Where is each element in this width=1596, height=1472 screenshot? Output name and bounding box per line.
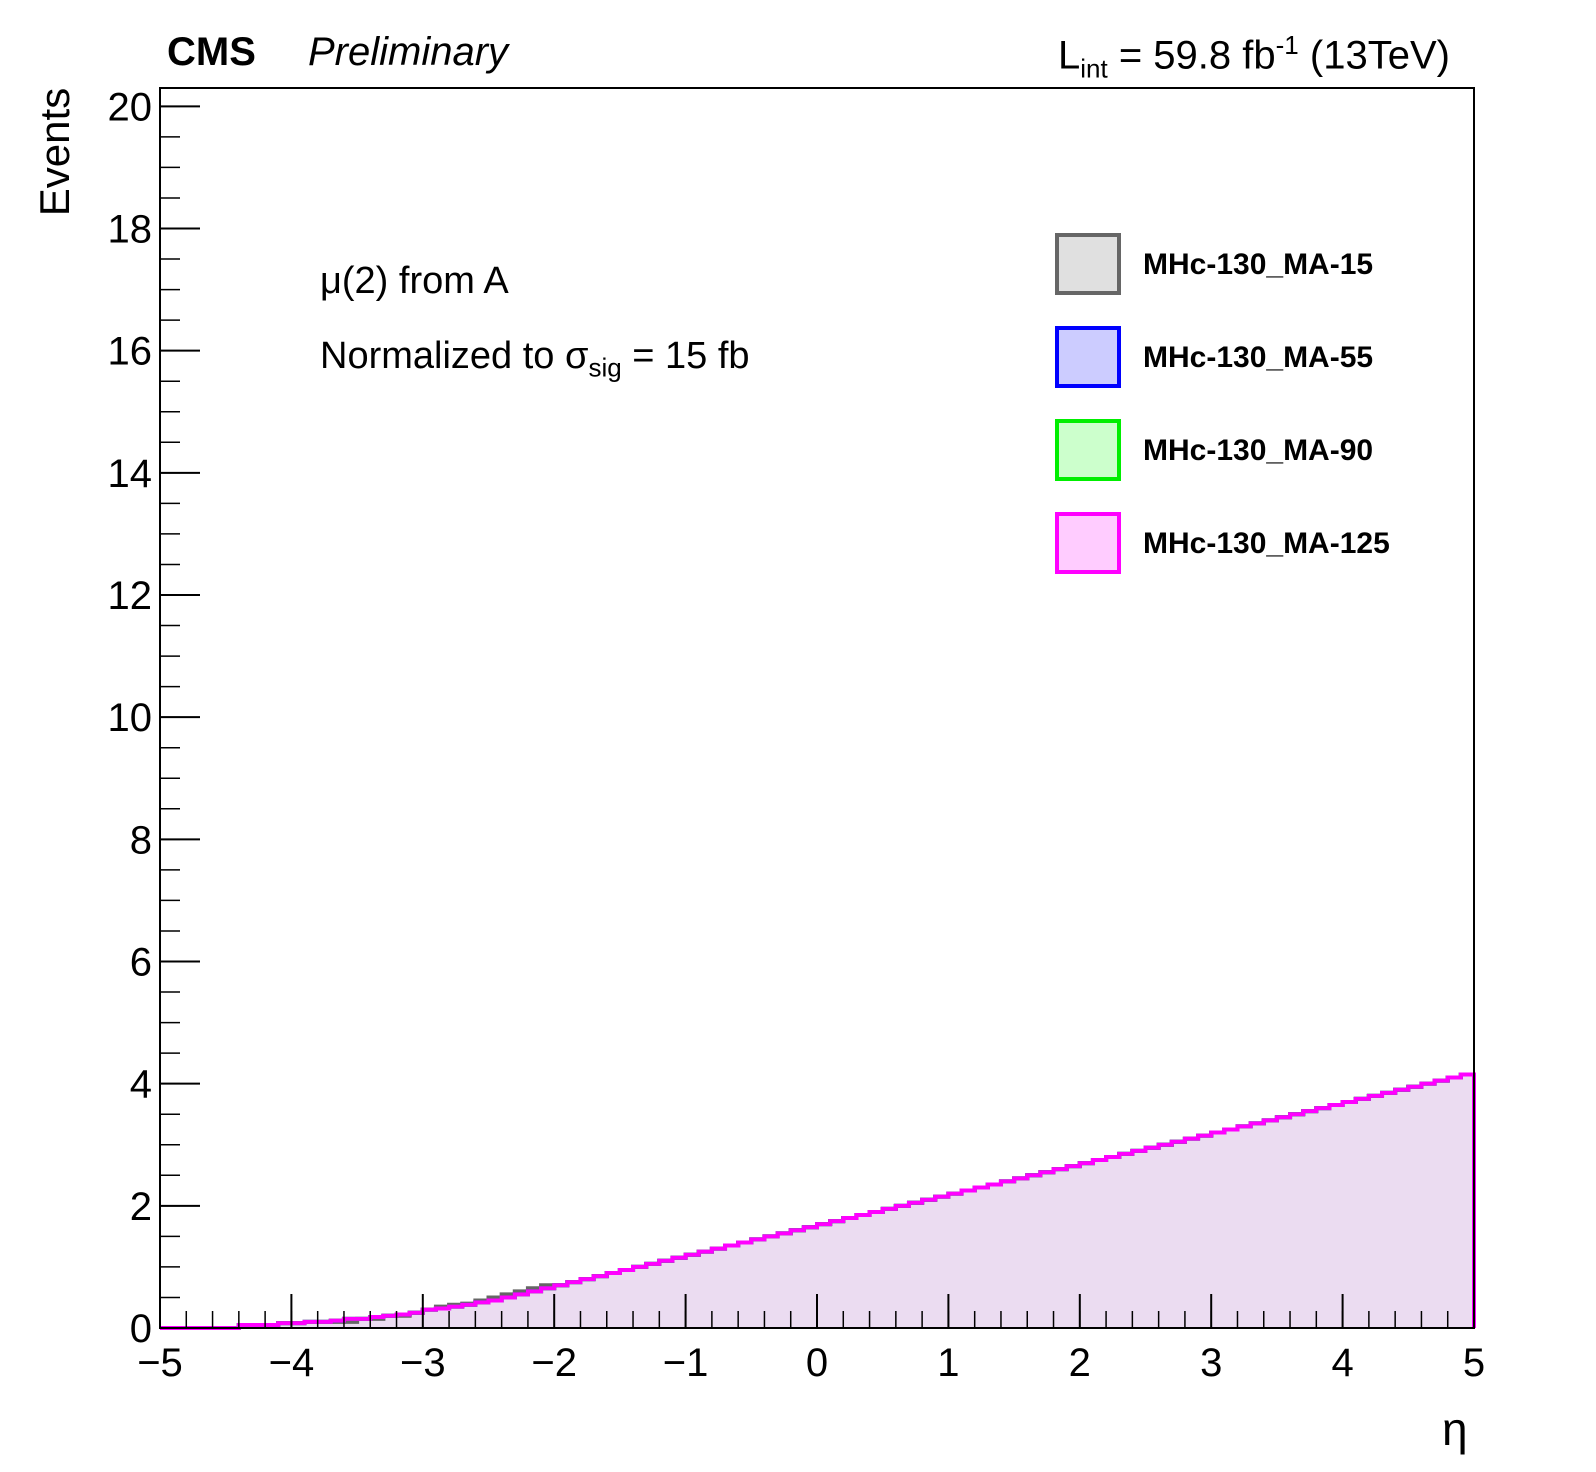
y-tick-label: 14 (108, 452, 153, 496)
x-tick-label: −1 (663, 1341, 709, 1385)
legend-swatch (1055, 326, 1121, 388)
legend-entry: MHc-130_MA-15 (1055, 233, 1475, 299)
x-tick-label: 4 (1331, 1341, 1353, 1385)
x-tick-label: 3 (1200, 1341, 1222, 1385)
y-tick-label: 10 (108, 696, 153, 740)
legend-swatch (1055, 512, 1121, 574)
y-tick-label: 0 (130, 1307, 152, 1351)
histogram-fills (160, 1075, 1474, 1328)
status-label: Preliminary (308, 30, 508, 75)
y-tick-label: 20 (108, 85, 153, 129)
y-tick-label: 12 (108, 574, 153, 618)
legend-entry: MHc-130_MA-55 (1055, 326, 1475, 392)
legend-swatch (1055, 419, 1121, 481)
y-tick-label: 16 (108, 330, 153, 374)
x-tick-label: 0 (806, 1341, 828, 1385)
histogram-fill-MHc-130_MA-125 (160, 1075, 1474, 1328)
x-axis-title: η (1442, 1402, 1468, 1456)
y-tick-label: 2 (130, 1185, 152, 1229)
x-tick-label: 5 (1463, 1341, 1485, 1385)
legend-entry: MHc-130_MA-90 (1055, 419, 1475, 485)
experiment-label: CMS (167, 30, 256, 75)
legend-swatch (1055, 233, 1121, 295)
y-tick-label: 4 (130, 1063, 152, 1107)
x-tick-label: 1 (937, 1341, 959, 1385)
legend-entry: MHc-130_MA-125 (1055, 512, 1475, 578)
y-tick-label: 8 (130, 818, 152, 862)
legend-label: MHc-130_MA-55 (1143, 341, 1373, 375)
annotation-particle: μ(2) from A (320, 260, 509, 303)
x-tick-label: −3 (400, 1341, 446, 1385)
legend-label: MHc-130_MA-125 (1143, 527, 1390, 561)
x-tick-label: −4 (269, 1341, 315, 1385)
y-tick-label: 6 (130, 940, 152, 984)
luminosity-label: Lint = 59.8 fb-1 (13TeV) (1058, 30, 1450, 84)
legend-label: MHc-130_MA-90 (1143, 434, 1373, 468)
x-tick-label: 2 (1069, 1341, 1091, 1385)
legend-label: MHc-130_MA-15 (1143, 248, 1373, 282)
annotation-normalization: Normalized to σsig = 15 fb (320, 335, 750, 384)
y-axis-title: Events (31, 88, 79, 216)
x-tick-label: −2 (531, 1341, 577, 1385)
y-tick-label: 18 (108, 207, 153, 251)
